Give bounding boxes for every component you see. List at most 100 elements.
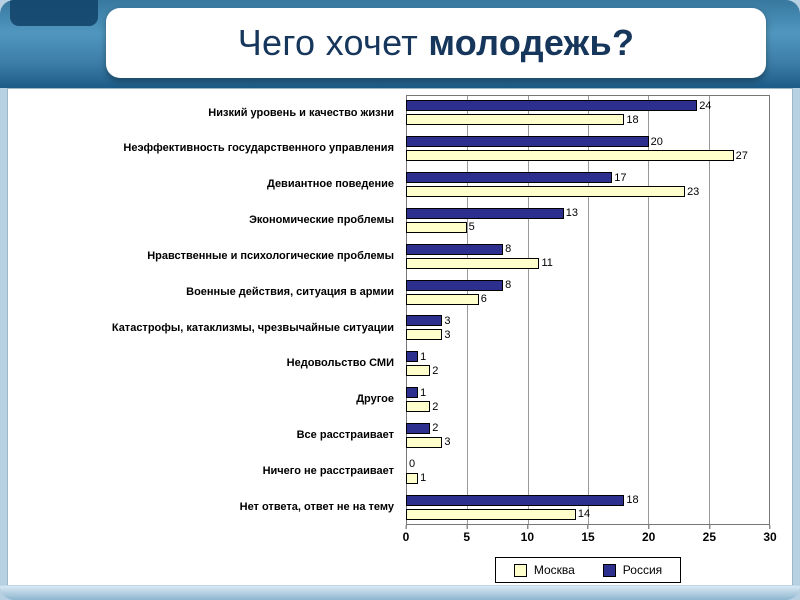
gridline: [648, 96, 650, 524]
bar-value-label: 27: [735, 149, 748, 162]
category-label: Нет ответа, ответ не на тему: [239, 500, 394, 513]
bar-value-label: 1: [420, 472, 427, 485]
bar-russia: 18: [406, 494, 639, 506]
x-axis-tick: 15: [581, 525, 595, 544]
x-axis-tick: 10: [521, 525, 534, 544]
tick-mark: [769, 525, 771, 529]
bar-russia: 24: [406, 100, 711, 112]
bar-moscow: 14: [406, 508, 590, 520]
x-axis-tick: 0: [402, 525, 410, 544]
x-axis-tick: 25: [703, 525, 716, 544]
bar-value-label: 18: [626, 494, 639, 507]
chart-row: Ничего не расстраивает 0 1: [20, 453, 770, 489]
tick-label: 10: [520, 530, 535, 544]
title-box: Чего хочет молодежь?: [106, 8, 766, 78]
bar-value-label: 8: [505, 243, 512, 256]
legend-row: Москва Россия: [406, 557, 770, 583]
chart-area: Низкий уровень и качество жизни 24 18 Неэфф…: [20, 95, 777, 544]
bar-moscow: 2: [406, 365, 438, 377]
legend-swatch: [602, 563, 616, 577]
category-label: Недовольство СМИ: [286, 357, 394, 370]
chart-row: Все расстраивает 2 3: [20, 417, 770, 453]
gridline: [527, 96, 529, 524]
bar-value-label: 20: [650, 135, 663, 148]
chart-row: Неэффективность государственного управле…: [20, 131, 770, 167]
bar-group: 8 11: [406, 238, 770, 274]
bar-value-label: 3: [444, 314, 451, 327]
bar-value-label: 2: [432, 422, 439, 435]
tick-mark: [466, 525, 468, 529]
bar-value-label: 8: [505, 279, 512, 292]
category-label: Неэффективность государственного управле…: [123, 142, 394, 155]
bar-value-label: 2: [432, 364, 439, 377]
page-title-regular: Чего хочет: [237, 22, 429, 63]
bar-moscow: 27: [406, 150, 748, 162]
gridline: [708, 96, 710, 524]
category-label: Девиантное поведение: [266, 178, 394, 191]
x-axis-ticks: 0 5 10 15 20 25 30: [402, 525, 777, 547]
bar-moscow: 5: [406, 221, 475, 233]
plot-area: [406, 95, 770, 525]
chart-rows: Низкий уровень и качество жизни 24 18 Неэфф…: [20, 95, 770, 525]
bar-moscow: 2: [406, 401, 438, 413]
bar-value-label: 17: [614, 171, 627, 184]
bar-group: 13 5: [406, 202, 770, 238]
bar-russia: 1: [406, 351, 426, 363]
tick-label: 25: [702, 530, 717, 544]
bar-russia: 3: [406, 315, 451, 327]
page-title: Чего хочет молодежь?: [238, 22, 634, 64]
chart-container: Низкий уровень и качество жизни 24 18 Неэфф…: [7, 88, 793, 590]
bar-moscow: 3: [406, 329, 451, 341]
bar-russia: 8: [406, 243, 511, 255]
bar-russia: 2: [406, 422, 438, 434]
bar-moscow: 23: [406, 186, 699, 198]
bar-value-label: 3: [444, 328, 451, 341]
bar-value-label: 3: [444, 436, 451, 449]
bar-moscow: 6: [406, 293, 487, 305]
chart-row: Низкий уровень и качество жизни 24 18: [20, 95, 770, 131]
slide-header: Чего хочет молодежь?: [0, 0, 800, 88]
bar-russia: 13: [406, 207, 578, 219]
bar-group: 24 18: [406, 95, 770, 131]
category-label: Катастрофы, катаклизмы, чрезвычайные сит…: [111, 321, 394, 334]
page-title-bold: молодежь?: [428, 22, 635, 63]
bar-group: 17 23: [406, 167, 770, 203]
category-label: Нравственные и психологические проблемы: [147, 249, 394, 262]
bar-value-label: 23: [687, 185, 700, 198]
category-label: Другое: [356, 393, 394, 406]
legend-item: Москва: [513, 563, 575, 577]
bar-value-label: 6: [480, 293, 487, 306]
bar-value-label: 14: [577, 508, 591, 521]
bar-russia: 17: [406, 172, 627, 184]
legend-item: Россия: [602, 563, 662, 577]
tick-label: 0: [402, 530, 410, 544]
bar-moscow: 11: [406, 257, 553, 269]
category-label: Ничего не расстраивает: [262, 464, 394, 477]
chart-row: Экономические проблемы 13 5: [20, 202, 770, 238]
category-label: Низкий уровень и качество жизни: [208, 106, 394, 119]
tick-mark: [405, 525, 407, 529]
category-label: Военные действия, ситуация в армии: [186, 285, 394, 298]
tick-mark: [526, 525, 528, 529]
bar-group: 18 14: [406, 489, 770, 525]
bar-value-label: 2: [432, 400, 439, 413]
x-axis-tick: 20: [642, 525, 655, 544]
bar-value-label: 5: [468, 221, 475, 234]
category-label: Экономические проблемы: [249, 214, 394, 227]
chart-row: Военные действия, ситуация в армии 8 6: [20, 274, 770, 310]
chart-row: Катастрофы, катаклизмы, чрезвычайные сит…: [20, 310, 770, 346]
legend-label: Москва: [533, 563, 575, 577]
gridline: [467, 96, 469, 524]
bar-value-label: 1: [420, 386, 427, 399]
bar-moscow: 1: [406, 472, 426, 484]
bar-value-label: 1: [420, 350, 427, 363]
gridline: [588, 96, 589, 524]
bar-value-label: 0: [409, 458, 416, 471]
category-label: Все расстраивает: [296, 429, 394, 442]
